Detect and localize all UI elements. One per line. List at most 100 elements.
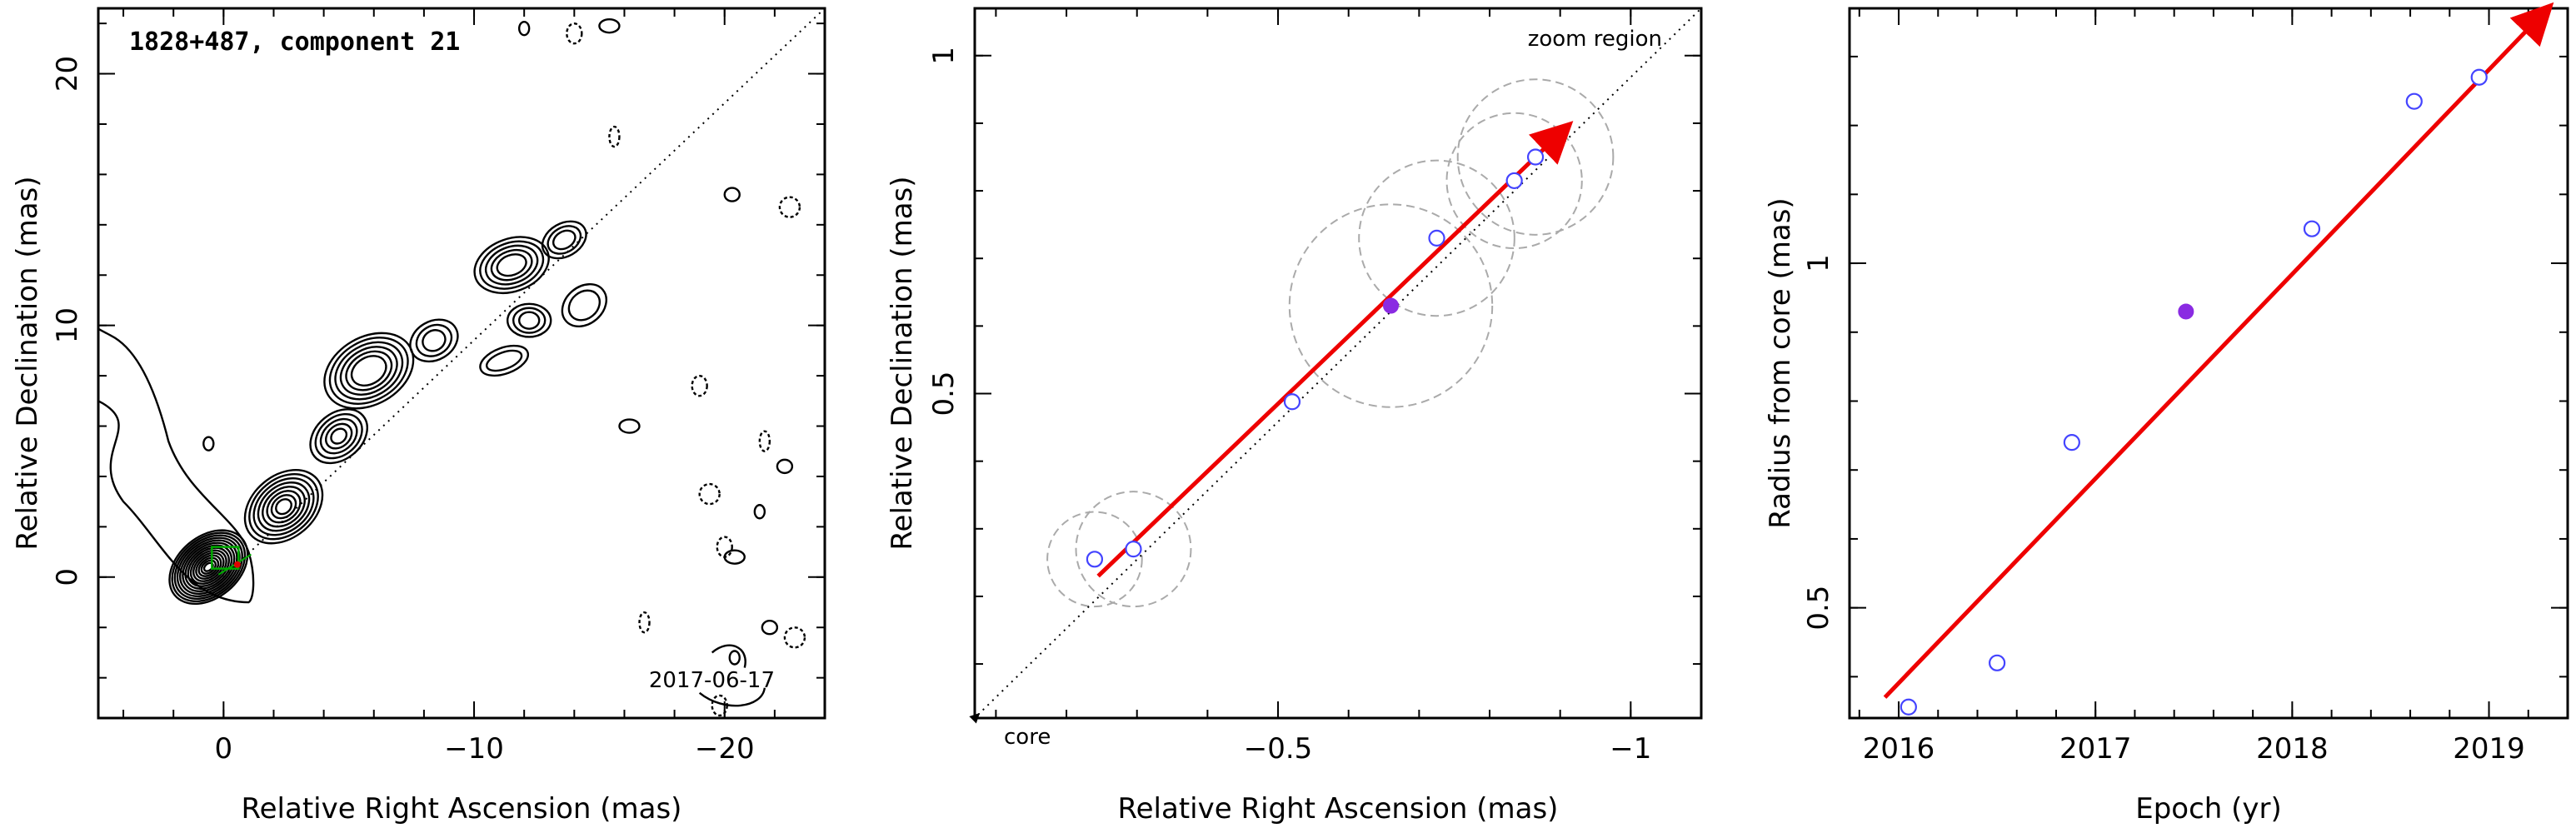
noise-contour [776,458,794,475]
motion-vector-arrow [1096,121,1574,578]
jet-knot-contour [506,302,552,338]
jet-track-line [222,7,826,578]
jet-knot-contour [496,253,527,277]
panel-jet-map: 0 −10 −20 0 10 20 1828+487, component 21 2017… [11,7,826,826]
component-size-circle [1046,511,1143,608]
core-contour [176,536,241,597]
jet-knot-contour [325,422,353,450]
jet-knot-contour [415,323,453,357]
component-size-circle [1358,159,1515,317]
panel1-ylabel: Relative Declination (mas) [11,176,44,550]
jet-knot-contour [334,341,404,401]
noise-contour [723,187,741,202]
jet-knot-contour [561,283,607,327]
inner-jet-contour [243,468,324,545]
panel2-points [1086,148,1545,568]
noise-contour [202,436,215,451]
inner-jet-contour [248,473,319,541]
y-tick-label: 0.5 [1802,586,1835,631]
x-tick-label: 2016 [1863,732,1935,766]
component-size-circle [1075,491,1192,608]
noise-contour [517,20,531,37]
core-contour [171,531,247,603]
epoch-point [2405,92,2423,110]
core-contour [192,551,225,582]
jet-envelope-contour [98,327,255,604]
panel1-title: 1828+487, component 21 [129,27,460,57]
inner-jet-contour [257,481,311,532]
epoch-point [1283,393,1301,411]
noise-contour [761,620,779,636]
y-tick-label: 1 [927,47,961,65]
fit-circles [1046,78,1615,608]
panel1-ticks: 0 −10 −20 0 10 20 [51,8,826,766]
y-tick-label: 10 [51,307,84,343]
jet-knot-contour [314,412,363,460]
jet-knot-contour [517,311,541,330]
noise-contour [618,418,641,434]
x-tick-label: 2017 [2059,732,2132,766]
epoch-point [1900,698,1917,716]
noise-contour [758,430,771,452]
panel1-frame [97,7,826,720]
component-size-circle [1288,203,1494,408]
core-contour [184,544,233,590]
jet-knot-contour [330,427,348,445]
component-box [211,546,240,570]
jet-knot-contour [328,337,409,405]
panel3-ylabel: Radius from core (mas) [1764,197,1797,528]
x-tick-label: 2019 [2453,732,2525,766]
jet-knot-contour [339,346,398,396]
component-dot [233,561,241,568]
epoch-point [1989,654,2006,671]
noise-contour [783,626,806,649]
x-tick-label: 0 [215,732,233,766]
x-tick-label: 2018 [2256,732,2329,766]
y-tick-label: 0.5 [927,371,961,416]
panel2-frame [973,7,1703,720]
noise-contour [698,482,721,506]
jet-knot-contour [479,240,545,290]
component-marker [211,546,252,576]
core-contour [187,546,230,587]
panel1-xlabel: Relative Right Ascension (mas) [242,792,682,826]
jet-knot-contour [323,332,415,410]
core-direction-line [969,7,1702,724]
core-contour [195,554,222,580]
noise-contour [723,549,746,565]
y-tick-label: 1 [1802,254,1835,272]
jet-knot-contour [484,244,539,286]
zoom-region-label: zoom region [1528,27,1662,52]
jet-knot-contour [512,307,547,334]
noise-contour [753,504,766,520]
jet-knot-contour [350,355,387,387]
panel-radius-vs-epoch: 2016 2017 2018 2019 0.5 1 Epoch (yr) Radius f… [1764,2,2569,826]
core-contour [189,549,227,585]
jet-knot-contour [485,349,523,372]
noise-contour [608,125,621,148]
jet-knot-contour [479,344,530,377]
y-tick-label: 20 [51,56,84,92]
x-tick-label: −1 [1610,732,1651,766]
epoch-point [2063,434,2080,451]
core-contour [173,534,243,600]
current-epoch-point [2178,303,2194,320]
panel3-xlabel: Epoch (yr) [2135,792,2282,826]
jet-knot-contour [552,229,577,251]
jet-knot-contour [567,289,601,322]
jet-knot-contour [309,408,368,465]
x-tick-label: −10 [444,732,504,766]
x-tick-label: −20 [695,732,755,766]
panel3-frame [1848,7,2569,720]
inner-jet-contour [270,494,297,520]
noise-contour [566,22,583,45]
component-size-circle [1456,78,1615,236]
epoch-point [2470,68,2488,86]
noise-contour [598,17,621,34]
jet-knot-contour [409,318,459,363]
jet-knot-contour [319,417,358,455]
noise-contour [698,687,766,707]
epoch-point [2303,220,2321,237]
noise-contour [691,374,708,397]
